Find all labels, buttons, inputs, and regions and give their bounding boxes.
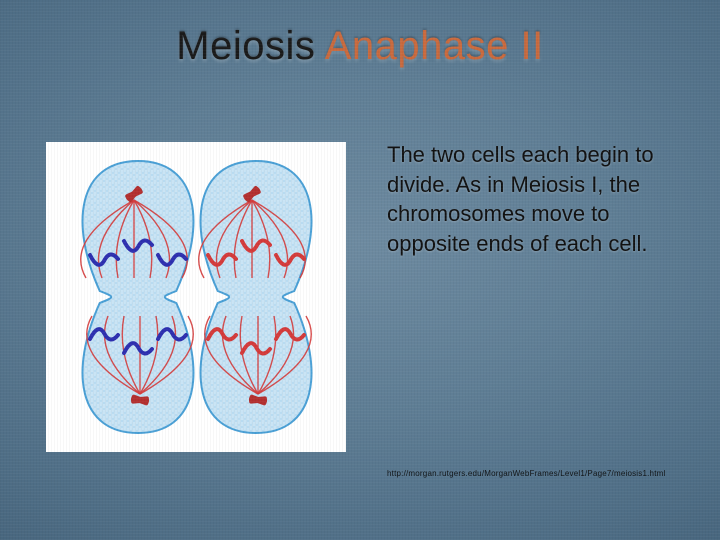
body-text: The two cells each begin to divide. As i… (387, 140, 687, 259)
diagram-panel (46, 142, 346, 452)
citation-text: http://morgan.rutgers.edu/MorganWebFrame… (387, 469, 707, 478)
slide-title: Meiosis Anaphase II (0, 24, 720, 69)
title-text: Meiosis (176, 24, 325, 68)
slide: Meiosis Anaphase II The two cells each b… (0, 0, 720, 540)
cells-diagram (46, 142, 346, 452)
title-accent: Anaphase II (325, 24, 544, 68)
